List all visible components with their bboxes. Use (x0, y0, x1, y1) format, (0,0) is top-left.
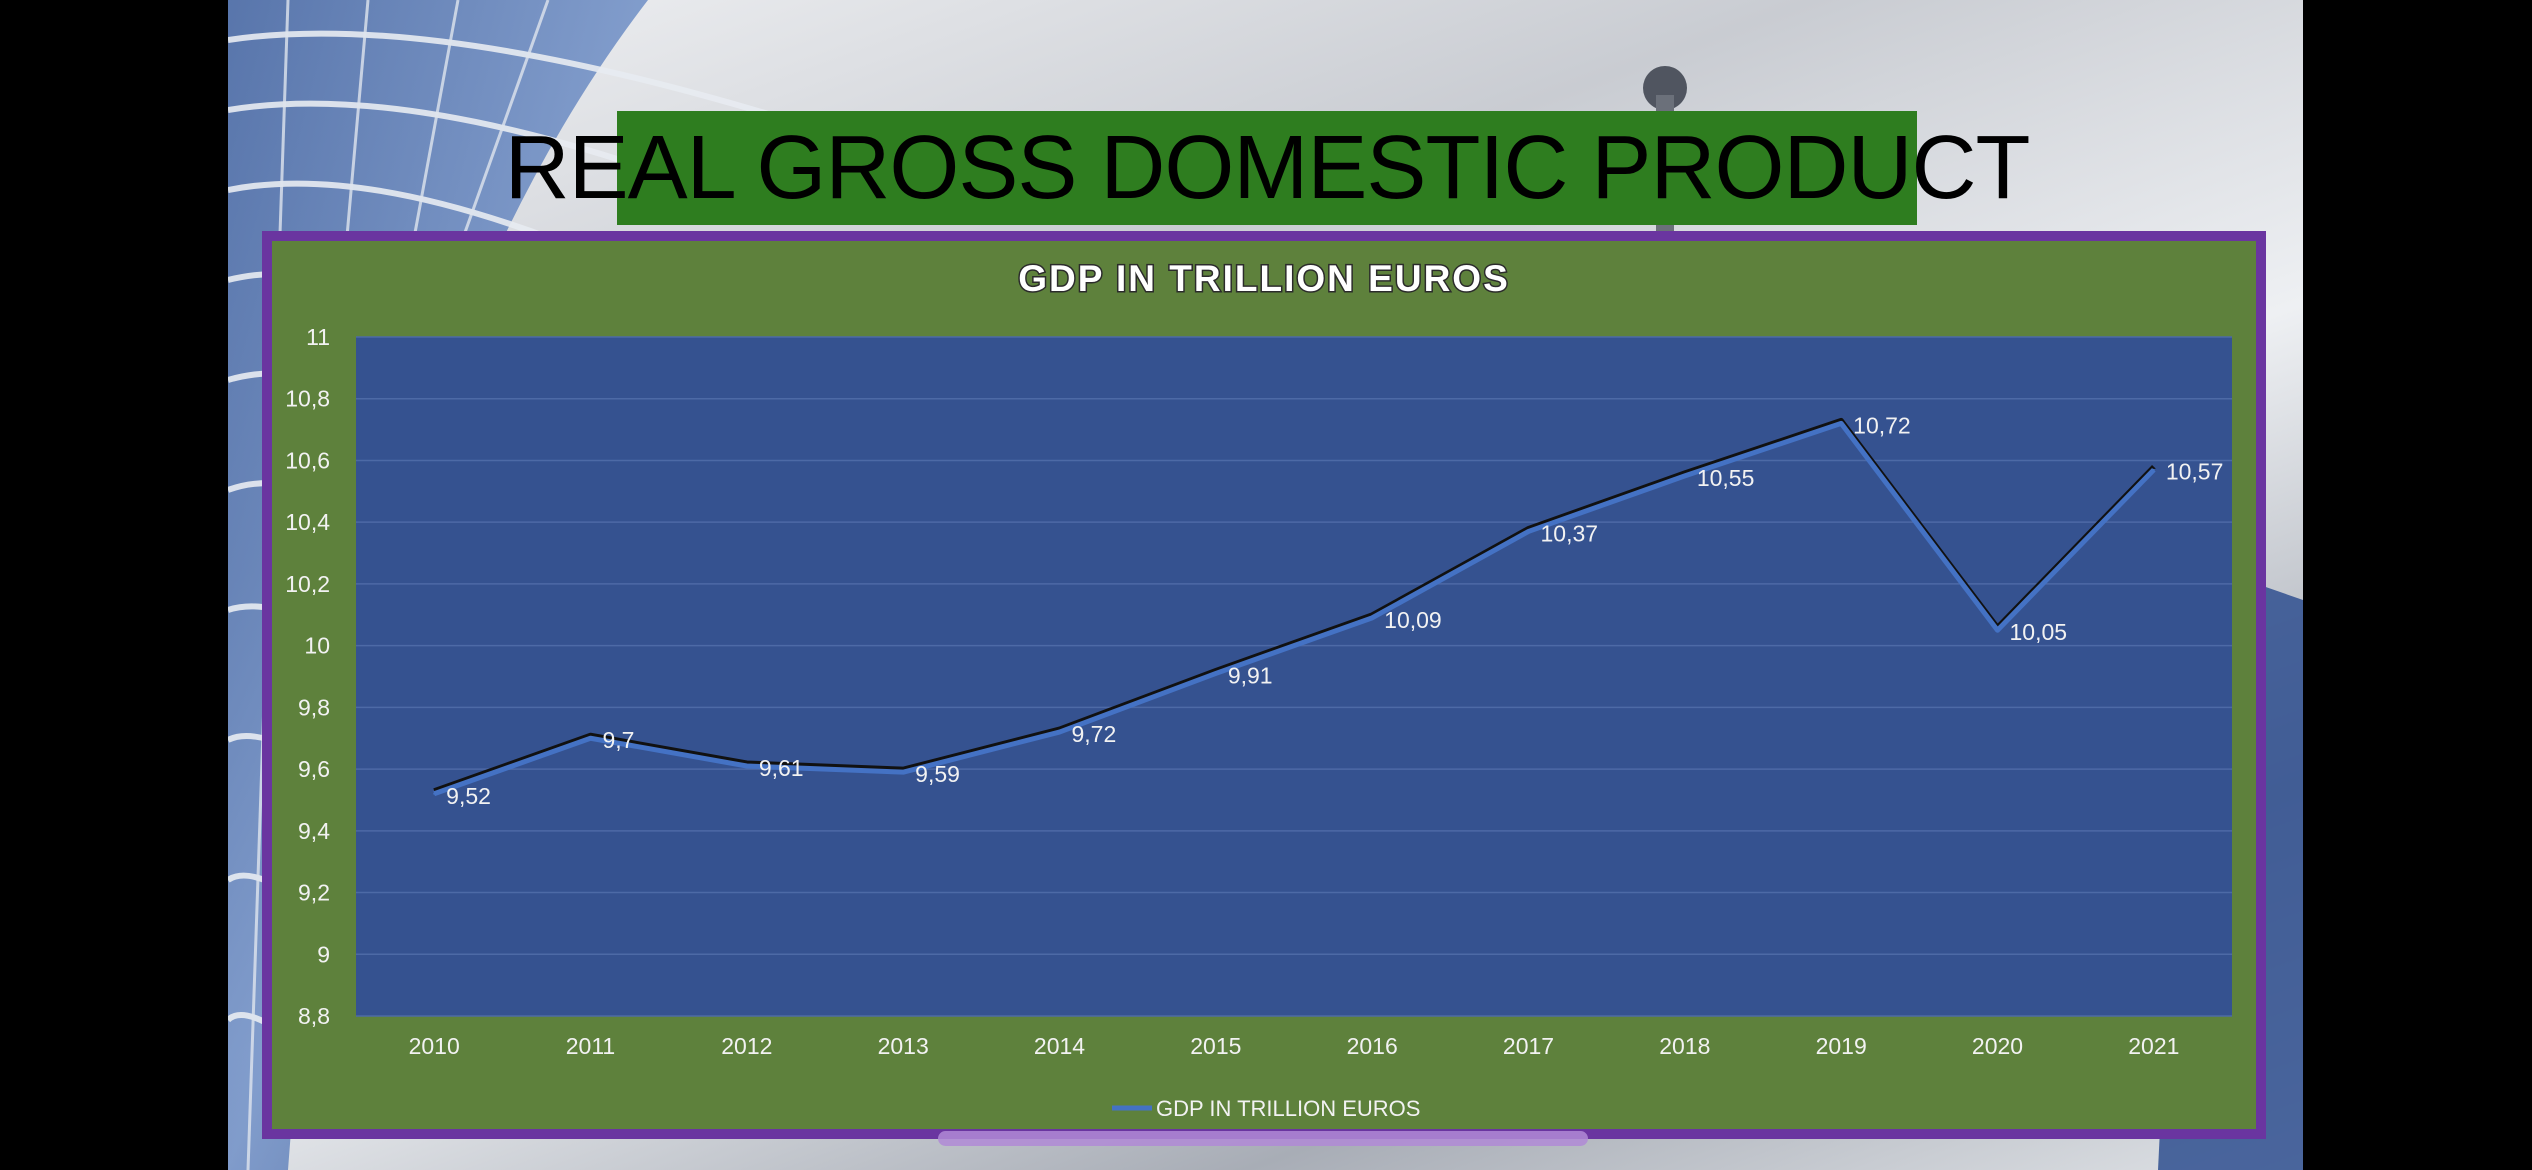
data-label: 10,72 (1853, 412, 1911, 438)
y-tick-label: 11 (306, 324, 330, 350)
data-point (2152, 468, 2155, 471)
data-point (1683, 474, 1686, 477)
x-tick-label: 2010 (409, 1033, 460, 1059)
x-tick-label: 2014 (1034, 1033, 1085, 1059)
x-tick-label: 2020 (1972, 1033, 2023, 1059)
data-label: 9,61 (759, 755, 804, 781)
x-tick-label: 2012 (721, 1033, 772, 1059)
y-tick-label: 8,8 (298, 1003, 330, 1029)
data-point (902, 771, 905, 774)
y-tick-label: 9,8 (298, 694, 330, 720)
series-line (433, 420, 2156, 797)
data-label: 10,57 (2166, 459, 2224, 485)
data-label: 9,7 (603, 727, 635, 753)
data-label: 10,55 (1697, 465, 1755, 491)
x-tick-label: 2017 (1503, 1033, 1554, 1059)
data-label: 9,59 (915, 761, 960, 787)
data-point (1058, 731, 1061, 734)
chart-title: GDP IN TRILLION EUROS (1018, 258, 1510, 299)
data-label: 9,91 (1228, 662, 1273, 688)
data-label: 10,05 (2010, 619, 2068, 645)
y-tick-label: 10,8 (285, 386, 330, 412)
slide-title-box: REAL GROSS DOMESTIC PRODUCT (505, 111, 2030, 225)
y-tick-label: 9,2 (298, 880, 330, 906)
y-tick-label: 9,4 (298, 818, 330, 844)
x-tick-label: 2015 (1190, 1033, 1241, 1059)
data-label: 9,52 (446, 783, 491, 809)
data-label: 9,72 (1072, 721, 1117, 747)
slide: REAL GROSS DOMESTIC PRODUCT GDP IN TRILL… (228, 0, 2303, 1170)
y-tick-label: 10,6 (285, 447, 330, 473)
y-tick-label: 10,4 (285, 509, 330, 535)
data-point (1840, 422, 1843, 425)
data-point (589, 737, 592, 740)
x-tick-label: 2021 (2128, 1033, 2179, 1059)
x-tick-label: 2016 (1347, 1033, 1398, 1059)
x-tick-label: 2019 (1816, 1033, 1867, 1059)
chart-frame: GDP IN TRILLION EUROS 8,8 9 9,2 9,4 9,6 9,8 10 1… (262, 231, 2266, 1139)
data-point (1996, 629, 1999, 632)
data-point (1371, 616, 1374, 619)
gdp-line-chart: GDP IN TRILLION EUROS 8,8 9 9,2 9,4 9,6 9,8 10 1… (285, 257, 2232, 1121)
x-tick-label: 2018 (1659, 1033, 1710, 1059)
y-tick-label: 10,2 (285, 571, 330, 597)
legend-label: GDP IN TRILLION EUROS (1156, 1096, 1420, 1121)
data-label: 10,37 (1541, 520, 1599, 546)
data-label: 10,09 (1384, 607, 1442, 633)
data-point (1214, 672, 1217, 675)
scroll-indicator (938, 1131, 1588, 1146)
y-tick-label: 9 (317, 941, 330, 967)
y-tick-label: 10 (304, 633, 330, 659)
plot-area (356, 337, 2232, 1016)
slide-title: REAL GROSS DOMESTIC PRODUCT (504, 117, 2031, 218)
y-tick-label: 9,6 (298, 756, 330, 782)
data-point (433, 792, 436, 795)
data-point (745, 765, 748, 768)
x-tick-label: 2011 (566, 1033, 615, 1059)
data-point (1527, 530, 1530, 533)
x-tick-label: 2013 (878, 1033, 929, 1059)
